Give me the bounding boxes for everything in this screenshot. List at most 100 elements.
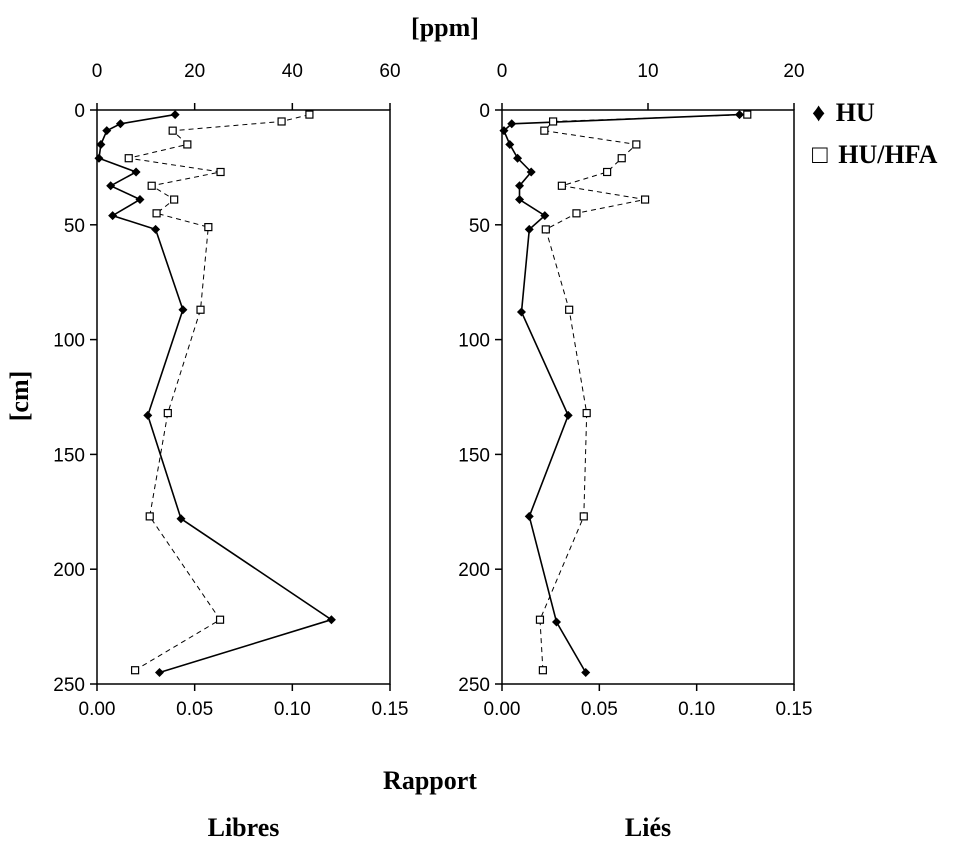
data-point-hu (734, 110, 744, 120)
x-tick-label: 0.05 (581, 699, 618, 720)
data-point-hu-hfa (168, 126, 177, 135)
data-point-hu (106, 181, 116, 191)
data-point-hu-hfa (204, 222, 213, 232)
data-point-hu-hfa (535, 615, 545, 624)
panel-title-libres: Libres (208, 813, 280, 842)
data-point-hu (581, 668, 591, 678)
data-point-hu-hfa (147, 181, 156, 190)
data-point-hu (131, 167, 141, 177)
x-tick-label: 0.10 (274, 699, 311, 720)
data-point-hu (552, 617, 562, 627)
data-point-hu (94, 153, 104, 163)
data-point-hu-hfa (196, 305, 205, 314)
panel-lies: 0 50 100 150 200 250 0.00 0.05 0.10 0.15 0 10 20 Liés (458, 61, 812, 842)
data-point-hu (135, 195, 145, 205)
data-point-hu (516, 307, 526, 317)
data-point-hu (507, 119, 517, 129)
data-point-hu-hfa (130, 666, 140, 675)
data-point-hu-hfa (743, 110, 752, 119)
top-tick-label: 60 (379, 61, 400, 82)
x-tick-label: 0.00 (484, 699, 521, 720)
data-point-hu (178, 305, 188, 315)
y-tick-label: 250 (458, 675, 490, 696)
data-point-hu (326, 615, 336, 625)
filled-diamond-icon: ♦ (812, 98, 825, 127)
data-point-hu (513, 153, 523, 163)
top-tick-label: 20 (783, 61, 804, 82)
bottom-axis-label: Rapport (383, 766, 477, 795)
data-point-hu (115, 119, 125, 129)
data-point-hu (524, 511, 534, 521)
y-tick-label: 0 (74, 101, 85, 122)
y-tick-label: 50 (469, 216, 490, 237)
x-tick-label: 0.05 (176, 699, 213, 720)
data-point-hu-hfa (640, 195, 650, 204)
data-point-hu (505, 139, 515, 149)
data-point-hu (515, 181, 525, 191)
legend: ♦ HU □ HU/HFA (812, 98, 938, 169)
y-tick-label: 250 (53, 675, 85, 696)
data-point-hu-hfa (216, 167, 225, 177)
y-tick-label: 200 (458, 560, 490, 581)
x-tick-label: 0.00 (79, 699, 116, 720)
legend-label-hu: HU (836, 98, 875, 127)
open-square-icon: □ (812, 140, 828, 169)
top-tick-label: 40 (282, 61, 303, 82)
data-point-hu-hfa (565, 305, 574, 314)
panel-libres: 0 50 100 150 200 250 0.00 0.05 0.10 0.15 0 20 40 60 Li… (53, 61, 408, 842)
y-axis-label: [cm] (5, 371, 34, 422)
data-point-hu (526, 167, 536, 177)
y-tick-label: 100 (458, 331, 490, 352)
data-point-hu (151, 224, 161, 234)
data-point-hu (102, 126, 112, 136)
data-point-hu-hfa (277, 117, 286, 126)
data-point-hu-hfa (632, 140, 641, 149)
y-tick-label: 150 (53, 445, 85, 466)
data-point-hu (170, 110, 180, 120)
y-tick-label: 0 (479, 101, 490, 122)
legend-item-hu-hfa: □ HU/HFA (812, 140, 938, 169)
data-point-hu-hfa (582, 408, 591, 418)
x-tick-label: 0.15 (776, 699, 813, 720)
data-point-hu (96, 139, 106, 149)
y-tick-label: 50 (64, 216, 85, 237)
data-point-hu (524, 224, 534, 234)
data-point-hu (499, 126, 509, 136)
top-tick-label: 20 (184, 61, 205, 82)
data-point-hu (108, 211, 118, 221)
data-point-hu-hfa (617, 154, 626, 163)
data-point-hu-hfa (183, 140, 192, 149)
data-point-hu (563, 410, 573, 420)
top-tick-label: 10 (637, 61, 658, 82)
panel-title-lies: Liés (625, 813, 671, 842)
data-point-hu-hfa (579, 512, 588, 521)
data-point-hu (143, 410, 153, 420)
data-point-hu-hfa (124, 154, 133, 163)
data-point-hu-hfa (540, 126, 549, 135)
data-point-hu (515, 195, 525, 205)
legend-item-hu: ♦ HU (812, 98, 875, 127)
x-tick-label: 0.10 (678, 699, 715, 720)
x-tick-label: 0.15 (372, 699, 409, 720)
legend-label-hu-hfa: HU/HFA (838, 140, 937, 169)
data-point-hu-hfa (305, 110, 314, 119)
data-point-hu-hfa (541, 225, 550, 234)
data-point-hu (540, 211, 550, 221)
series-line-hu-lies (502, 113, 740, 673)
data-point-hu-hfa (538, 666, 547, 675)
y-tick-label: 100 (53, 331, 85, 352)
data-point-hu-hfa (152, 209, 161, 218)
data-point-hu-hfa (548, 117, 558, 126)
data-point-hu-hfa (603, 167, 612, 177)
data-point-hu (155, 668, 165, 678)
data-point-hu (176, 514, 186, 524)
y-tick-label: 150 (458, 445, 490, 466)
top-tick-label: 0 (497, 61, 508, 82)
plot-frame-libres (96, 109, 391, 685)
data-point-hu-hfa (572, 209, 581, 218)
data-point-hu-hfa (145, 512, 154, 521)
data-point-hu-hfa (170, 195, 179, 204)
data-point-hu-hfa (215, 615, 225, 624)
data-point-hu-hfa (557, 181, 566, 190)
